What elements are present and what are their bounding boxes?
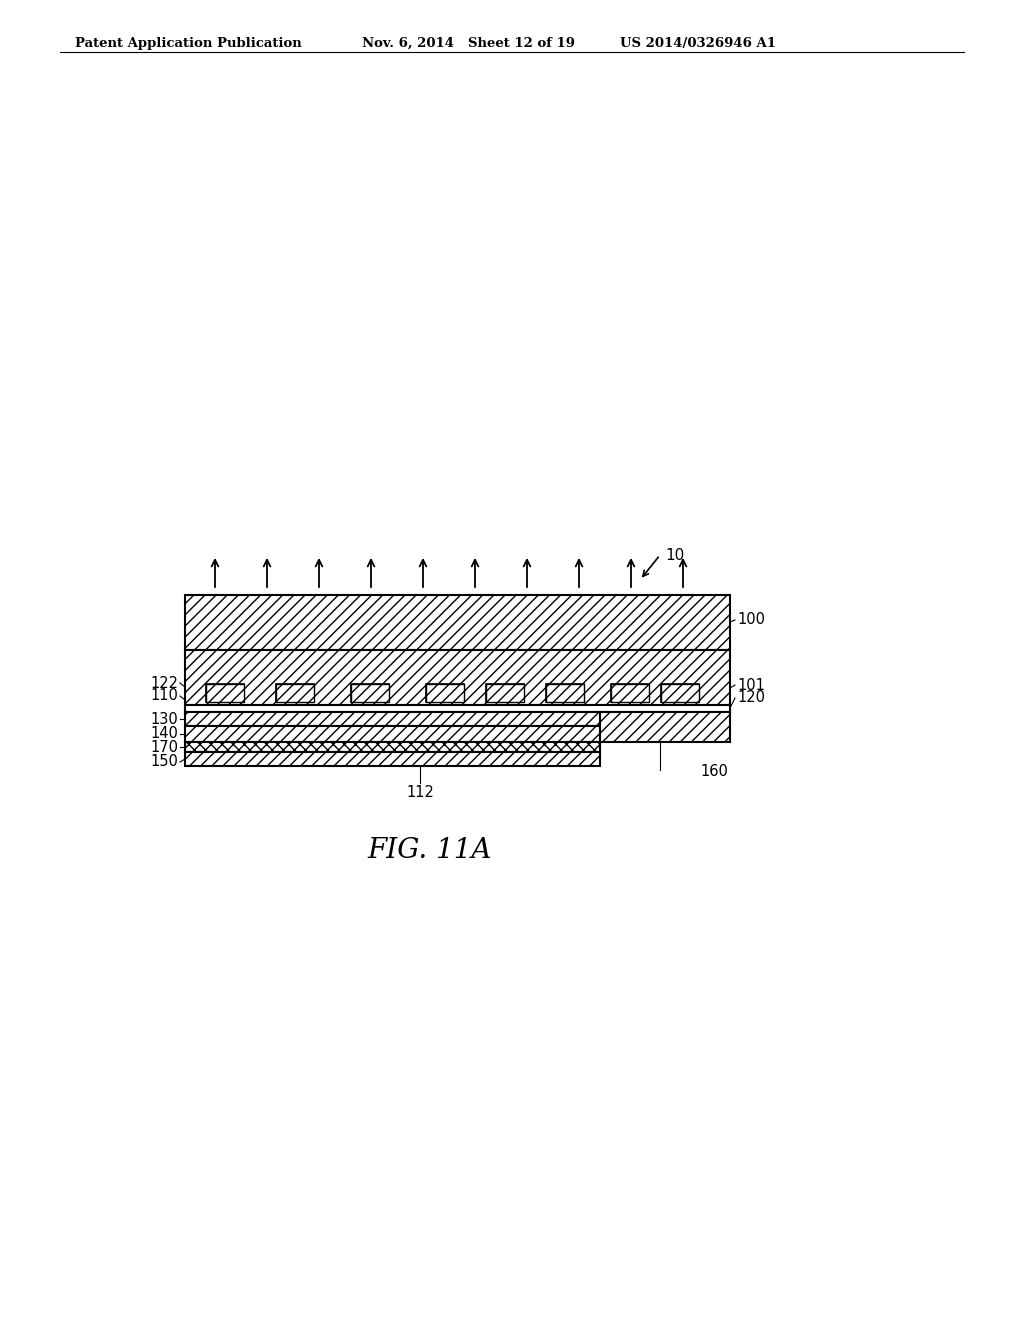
Text: Patent Application Publication: Patent Application Publication <box>75 37 302 50</box>
Bar <box>185 752 600 766</box>
Text: 120: 120 <box>737 690 765 705</box>
Text: 112: 112 <box>407 785 434 800</box>
Bar <box>276 684 314 702</box>
Bar <box>426 684 464 702</box>
Bar <box>276 684 314 702</box>
Bar <box>546 684 584 702</box>
Text: 122: 122 <box>150 676 178 690</box>
Text: 100: 100 <box>737 612 765 627</box>
Text: 150: 150 <box>151 755 178 770</box>
Bar <box>185 711 600 726</box>
Bar <box>206 684 244 702</box>
Bar <box>611 684 649 702</box>
Bar <box>206 684 244 702</box>
Text: 10: 10 <box>665 548 684 562</box>
Bar <box>662 684 699 702</box>
Bar <box>662 684 699 702</box>
Text: 110: 110 <box>151 689 178 704</box>
Text: Sheet 12 of 19: Sheet 12 of 19 <box>468 37 575 50</box>
Bar <box>600 711 730 742</box>
Bar <box>185 595 730 649</box>
Bar <box>185 649 730 705</box>
Text: 140: 140 <box>151 726 178 742</box>
Bar <box>611 684 649 702</box>
Bar <box>486 684 524 702</box>
Bar <box>185 726 600 742</box>
Bar <box>426 684 464 702</box>
Bar <box>185 742 600 752</box>
Bar <box>351 684 389 702</box>
Text: 101: 101 <box>737 677 765 693</box>
Text: 160: 160 <box>700 764 728 780</box>
Bar <box>351 684 389 702</box>
Text: 130: 130 <box>151 711 178 726</box>
Bar <box>546 684 584 702</box>
Text: Nov. 6, 2014: Nov. 6, 2014 <box>362 37 454 50</box>
Bar <box>486 684 524 702</box>
Text: 170: 170 <box>150 739 178 755</box>
Bar <box>185 705 730 711</box>
Text: US 2014/0326946 A1: US 2014/0326946 A1 <box>620 37 776 50</box>
Text: FIG. 11A: FIG. 11A <box>368 837 493 863</box>
